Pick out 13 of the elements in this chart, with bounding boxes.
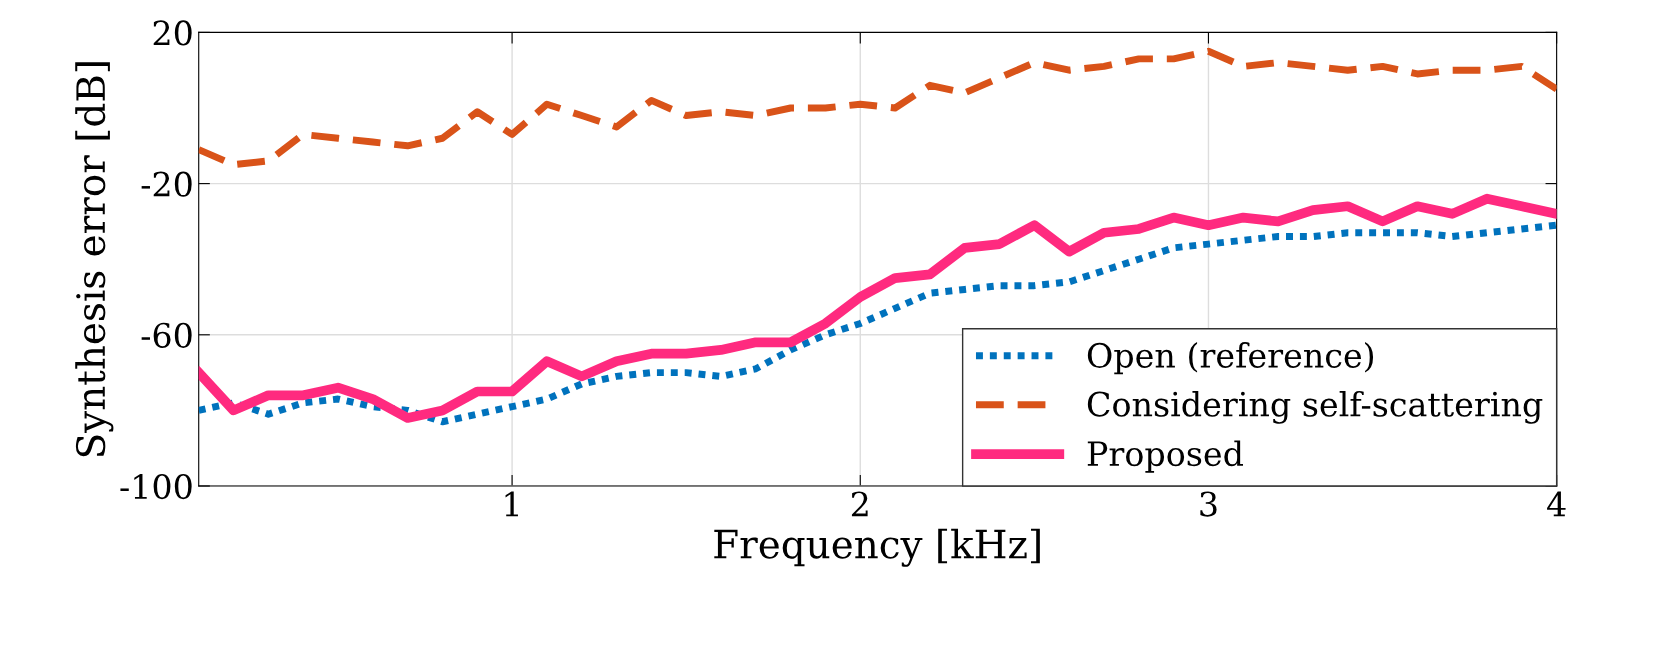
legend-label: Proposed [1087,440,1244,473]
x-tick-label: 2 [851,491,868,517]
y-tick-label: -60 [141,322,192,348]
legend-label: Open (reference) [1087,342,1374,375]
y-axis-title: Synthesis error [dB] [75,62,114,457]
x-tick-label: 3 [1200,491,1217,517]
x-tick-label: 4 [1547,491,1566,517]
y-tick-label: -100 [120,473,192,500]
y-tick-label: -20 [141,171,192,197]
y-tick-label: 20 [153,20,192,46]
x-axis-title: Frequency [kHz] [714,528,1040,567]
x-tick-label: 1 [505,491,518,517]
legend-label: Considering self-scattering [1087,391,1543,424]
